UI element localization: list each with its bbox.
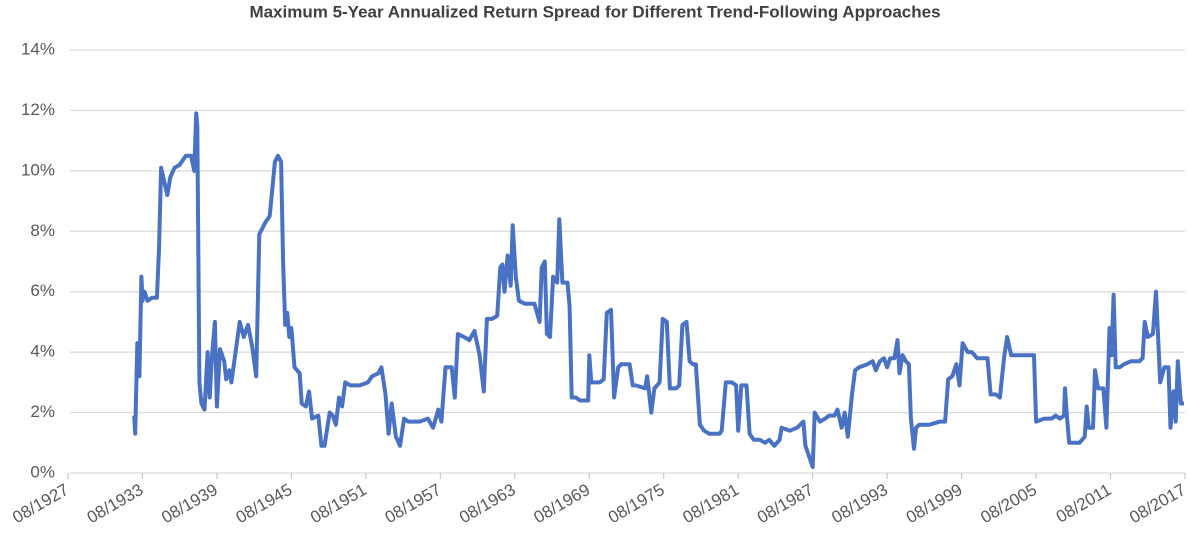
x-tick-label: 08/1969	[531, 480, 594, 527]
y-tick-label: 10%	[21, 160, 55, 179]
x-tick-label: 08/1933	[84, 480, 147, 527]
x-tick-label: 08/1951	[307, 480, 370, 527]
y-tick-label: 8%	[30, 221, 55, 240]
data-line	[132, 111, 1184, 469]
x-tick-label: 08/2011	[1053, 480, 1115, 527]
x-tick-label: 08/1945	[233, 480, 296, 527]
x-tick-label: 08/1993	[828, 480, 891, 527]
x-tick-label: 08/1927	[9, 480, 72, 527]
y-tick-label: 12%	[21, 100, 55, 119]
y-tick-label: 4%	[30, 342, 55, 361]
x-tick-label: 08/1975	[605, 480, 668, 527]
y-tick-label: 2%	[30, 402, 55, 421]
x-tick-label: 08/1981	[679, 480, 742, 527]
chart-title: Maximum 5-Year Annualized Return Spread …	[249, 2, 940, 21]
x-tick-label: 08/2005	[977, 480, 1040, 527]
x-tick-label: 08/2017	[1126, 480, 1189, 527]
x-tick-label: 08/1987	[754, 480, 817, 527]
y-tick-label: 6%	[30, 281, 55, 300]
x-tick-label: 08/1999	[903, 480, 966, 527]
x-tick-label: 08/1939	[158, 480, 221, 527]
x-tick-label: 08/1957	[382, 480, 445, 527]
y-tick-label: 0%	[30, 462, 55, 481]
x-tick-label: 08/1963	[456, 480, 519, 527]
y-tick-label: 14%	[21, 39, 55, 58]
